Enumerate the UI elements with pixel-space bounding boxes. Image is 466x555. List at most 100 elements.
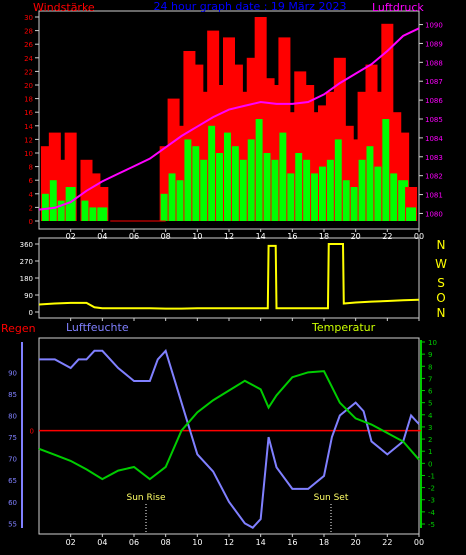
pressure-tick-label: 1089	[425, 40, 443, 48]
x-tick-label-top: 18	[319, 232, 329, 241]
x-tick-label-bottom: 16	[287, 538, 297, 547]
direction-tick-label: 360	[20, 241, 33, 249]
gust-bar	[247, 139, 258, 221]
x-tick-label-bottom: 22	[382, 538, 392, 547]
x-tick-label-top: 06	[129, 232, 139, 241]
gust-bar	[374, 166, 385, 221]
pressure-tick-label: 1084	[425, 135, 443, 143]
x-tick-label-bottom: 14	[256, 538, 266, 547]
pressure-tick-label: 1086	[425, 97, 443, 105]
humidity-tick-label: 85	[8, 391, 17, 399]
gust-bar	[184, 139, 195, 221]
direction-tick-label: 90	[24, 292, 33, 300]
direction-tick-label: 0	[29, 309, 33, 317]
rain-tick-label: 0	[30, 428, 34, 436]
sun-rise-label: Sun Rise	[127, 493, 166, 503]
pressure-line	[38, 27, 420, 211]
gust-bar	[89, 207, 100, 221]
temperature-axis-title: Temperatur	[311, 321, 376, 334]
x-tick-label-top: 14	[256, 232, 266, 241]
wind-tick-label: 24	[24, 55, 33, 63]
wind-tick-label: 10	[24, 150, 33, 158]
gust-bar	[224, 132, 234, 221]
x-tick-label-bottom: 20	[351, 538, 361, 547]
wind-tick-label: 18	[24, 96, 33, 104]
temperature-tick-label: 5	[428, 400, 432, 408]
x-tick-label-bottom: 10	[192, 538, 202, 547]
gust-bar	[326, 159, 337, 221]
gust-bar	[41, 193, 52, 221]
sun-set-label: Sun Set	[314, 493, 349, 503]
wind-tick-label: 12	[24, 136, 33, 144]
temperature-tick-label: 2	[428, 436, 432, 444]
direction-tick-label: 180	[20, 275, 33, 283]
temperature-tick-label: 0	[428, 460, 432, 468]
direction-line	[38, 243, 420, 310]
gust-bar	[342, 180, 353, 221]
temperature-line	[38, 370, 420, 481]
x-axis-labels: 02 02 04 04 06 06 08 08 10 10 12 12 14 14 16 16 18 18 20 20…	[66, 229, 424, 547]
temperature-tick-label: -2	[428, 485, 435, 493]
gust-bar	[168, 173, 179, 221]
compass-s: S	[437, 276, 445, 290]
wind-tick-label: 30	[24, 14, 33, 22]
x-tick-label-top: 10	[192, 232, 202, 241]
chart-title: 24 hour graph date : 19 März 2023	[154, 0, 347, 13]
wind-tick-label: 20	[24, 82, 33, 90]
gust-bar	[303, 159, 314, 221]
wind-tick-label: 2	[29, 204, 33, 212]
humidity-axis-title: Luftfeuchte	[66, 321, 129, 334]
gust-bar	[366, 146, 377, 221]
gust-bar	[295, 153, 306, 221]
temperature-tick-label: -3	[428, 497, 435, 505]
gust-bar	[81, 200, 92, 221]
pressure-tick-label: 1088	[425, 59, 443, 67]
pressure-axis-title: Luftdruck	[372, 1, 424, 14]
gust-bar	[231, 146, 242, 221]
humidity-tick-label: 90	[8, 369, 17, 377]
x-tick-label-top: 20	[351, 232, 361, 241]
x-tick-label-bottom: 18	[319, 538, 329, 547]
gust-bar	[200, 159, 211, 221]
gust-bar	[319, 166, 329, 221]
gust-bar	[192, 146, 203, 221]
gust-bar	[216, 153, 227, 221]
wind-tick-label: 6	[29, 177, 34, 185]
temperature-tick-label: -1	[428, 472, 435, 480]
pressure-tick-label: 1083	[425, 154, 443, 162]
wind-tick-label: 28	[24, 28, 33, 36]
compass-n-top: N	[437, 238, 446, 252]
humidity-temperature-chart: 55 60 65 70 75 80 85 90 -5 -4 -3 -2 -1 0 1 2 3 4 5 6 7 8 9 10 0	[8, 339, 437, 529]
x-tick-label-bottom: 00	[414, 538, 424, 547]
humidity-tick-label: 70	[8, 456, 17, 464]
temperature-tick-label: 1	[428, 448, 432, 456]
temperature-tick-label: 7	[428, 375, 432, 383]
gust-bar	[287, 173, 298, 221]
x-tick-label-top: 12	[224, 232, 234, 241]
wind-tick-label: 0	[29, 218, 33, 226]
pressure-tick-label: 1080	[425, 210, 443, 218]
wind-tick-label: 16	[24, 109, 33, 117]
pressure-tick-label: 1081	[425, 192, 443, 200]
compass-o: O	[436, 291, 445, 305]
wind-tick-label: 4	[29, 191, 34, 199]
gust-bar	[160, 193, 171, 221]
gust-bar	[263, 153, 274, 221]
pressure-tick-label: 1087	[425, 78, 443, 86]
temperature-tick-label: -5	[428, 521, 435, 529]
x-tick-label-top: 16	[287, 232, 297, 241]
temperature-tick-label: -4	[428, 509, 436, 517]
humidity-tick-label: 55	[8, 520, 17, 528]
x-tick-label-top: 08	[161, 232, 171, 241]
gust-bar	[239, 159, 250, 221]
gust-bar	[398, 180, 409, 221]
gust-bar	[390, 173, 401, 221]
gust-bar	[208, 125, 219, 221]
wind-tick-label: 14	[24, 123, 33, 131]
wind-tick-label: 22	[24, 68, 33, 76]
humidity-tick-label: 60	[8, 499, 17, 507]
gust-bar	[358, 159, 369, 221]
gust-bar	[65, 187, 76, 221]
x-tick-label-bottom: 02	[66, 538, 76, 547]
